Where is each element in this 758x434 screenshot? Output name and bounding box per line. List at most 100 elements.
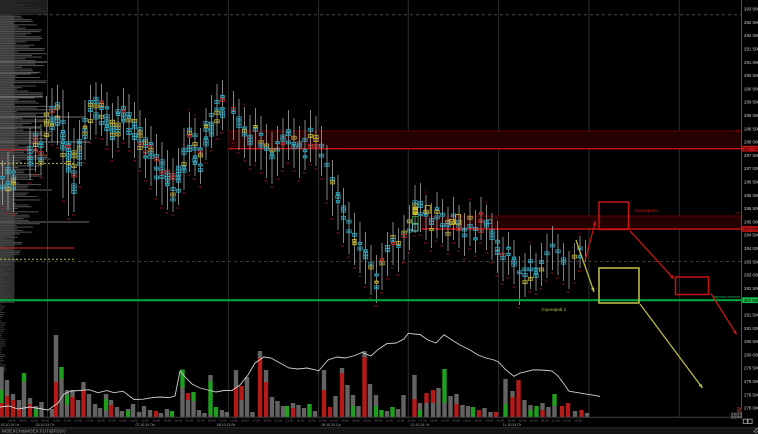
svg-text:Сценарий 2: Сценарий 2 — [542, 306, 567, 312]
svg-text:12: 12 — [556, 276, 560, 280]
svg-text:12: 12 — [501, 282, 505, 286]
svg-text:-38: -38 — [270, 185, 275, 189]
svg-text:-56: -56 — [352, 266, 357, 270]
svg-text:20:00: 20:00 — [186, 419, 194, 423]
svg-text:96: 96 — [495, 274, 499, 278]
svg-text:290 000: 290 000 — [744, 86, 758, 91]
svg-text:288 500: 288 500 — [744, 126, 758, 131]
svg-text:96: 96 — [220, 131, 224, 135]
svg-text:64: 64 — [347, 255, 351, 259]
svg-text:12: 12 — [561, 282, 565, 286]
svg-text:20:00: 20:00 — [19, 419, 27, 423]
svg-text:-38: -38 — [451, 241, 456, 245]
svg-text:-56: -56 — [534, 292, 539, 296]
svg-text:287 000: 287 000 — [744, 166, 758, 171]
svg-text:-23: -23 — [143, 179, 148, 183]
svg-text:12: 12 — [506, 276, 510, 280]
svg-text:64: 64 — [407, 251, 411, 255]
svg-text:15:00: 15:00 — [75, 419, 83, 423]
svg-text:16:00: 16:00 — [496, 419, 504, 423]
svg-text:-56: -56 — [385, 277, 390, 281]
svg-text:-56: -56 — [336, 231, 341, 235]
svg-text:64: 64 — [391, 266, 395, 270]
svg-text:280 000: 280 000 — [744, 352, 758, 357]
svg-text:08.10.24 Вт: 08.10.24 Вт — [217, 423, 236, 427]
svg-text:45: 45 — [154, 197, 158, 201]
svg-text:45: 45 — [396, 273, 400, 277]
svg-text:34: 34 — [468, 198, 471, 202]
svg-text:-56: -56 — [446, 252, 451, 256]
svg-text:64: 64 — [303, 171, 307, 175]
svg-text:284 800: 284 800 — [744, 227, 758, 232]
svg-text:279 000: 279 000 — [744, 379, 758, 384]
svg-text:96: 96 — [330, 217, 334, 221]
svg-text:78: 78 — [468, 247, 472, 251]
svg-text:-56: -56 — [33, 173, 38, 177]
svg-text:34: 34 — [39, 120, 42, 124]
svg-text:21:00: 21:00 — [108, 419, 116, 423]
svg-text:17:00: 17:00 — [86, 419, 94, 423]
svg-text:96: 96 — [165, 211, 169, 215]
svg-text:64: 64 — [286, 161, 290, 165]
svg-text:12: 12 — [550, 271, 554, 275]
svg-text:-56: -56 — [259, 171, 264, 175]
svg-text:00:00: 00:00 — [374, 419, 382, 423]
svg-text:-9: -9 — [496, 217, 499, 221]
svg-text:00:00: 00:00 — [41, 419, 49, 423]
svg-text:281 000: 281 000 — [744, 326, 758, 331]
svg-text:-56: -56 — [127, 149, 132, 153]
svg-text:96: 96 — [429, 249, 433, 253]
svg-text:64: 64 — [110, 159, 114, 163]
svg-text:04.10.24 Пт: 04.10.24 Пт — [36, 423, 55, 427]
svg-text:284 000: 284 000 — [744, 246, 758, 251]
svg-text:17:00: 17:00 — [419, 419, 427, 423]
svg-text:12: 12 — [545, 279, 549, 283]
svg-text:20:00: 20:00 — [352, 419, 360, 423]
svg-text:-56: -56 — [105, 147, 110, 151]
svg-text:13:00: 13:00 — [230, 419, 238, 423]
svg-text:77: 77 — [735, 211, 739, 215]
svg-text:64: 64 — [567, 290, 571, 294]
svg-text:23:00: 23:00 — [119, 419, 127, 423]
svg-text:278 000: 278 000 — [744, 406, 758, 411]
svg-text:07.10.24 Пн: 07.10.24 Пн — [135, 423, 154, 427]
svg-text:-56: -56 — [11, 213, 16, 217]
svg-text:-23: -23 — [275, 177, 280, 181]
svg-text:10:00: 10:00 — [297, 419, 305, 423]
svg-text:-38: -38 — [182, 191, 187, 195]
svg-text:96: 96 — [539, 287, 543, 291]
svg-text:-38: -38 — [66, 217, 71, 221]
svg-text:14:00: 14:00 — [319, 419, 327, 423]
svg-text:19:00: 19:00 — [97, 419, 105, 423]
svg-text:45: 45 — [297, 179, 301, 183]
svg-text:12: 12 — [176, 206, 180, 210]
svg-text:287 500: 287 500 — [744, 153, 758, 158]
svg-text:Сценарий 1: Сценарий 1 — [635, 207, 660, 213]
svg-text:-38: -38 — [308, 163, 313, 167]
svg-text:-56: -56 — [215, 137, 220, 141]
svg-text:22:00: 22:00 — [30, 419, 38, 423]
svg-text:64: 64 — [578, 269, 582, 273]
svg-text:286 500: 286 500 — [744, 180, 758, 185]
svg-text:64: 64 — [325, 201, 329, 205]
svg-text:-56: -56 — [39, 176, 44, 180]
svg-text:12: 12 — [231, 141, 235, 145]
svg-text:10:00: 10:00 — [463, 419, 471, 423]
svg-text:-23: -23 — [204, 161, 209, 165]
svg-text:-38: -38 — [242, 159, 247, 163]
svg-text:34: 34 — [529, 241, 532, 245]
svg-text:288 000: 288 000 — [744, 140, 758, 145]
svg-text:11:00: 11:00 — [552, 419, 560, 423]
svg-text:03.10.24 Чт: 03.10.24 Чт — [1, 423, 20, 427]
svg-text:34: 34 — [1, 156, 4, 160]
svg-text:45: 45 — [363, 285, 367, 289]
svg-text:-23: -23 — [418, 233, 423, 237]
svg-text:12:00: 12:00 — [308, 419, 316, 423]
svg-text:-38: -38 — [319, 177, 324, 181]
svg-text:285 500: 285 500 — [744, 206, 758, 211]
svg-text:289 000: 289 000 — [744, 113, 758, 118]
svg-text:18:00: 18:00 — [508, 419, 516, 423]
svg-text:13:00: 13:00 — [397, 419, 405, 423]
svg-text:292 000: 292 000 — [744, 33, 758, 38]
svg-text:78: 78 — [198, 185, 202, 189]
